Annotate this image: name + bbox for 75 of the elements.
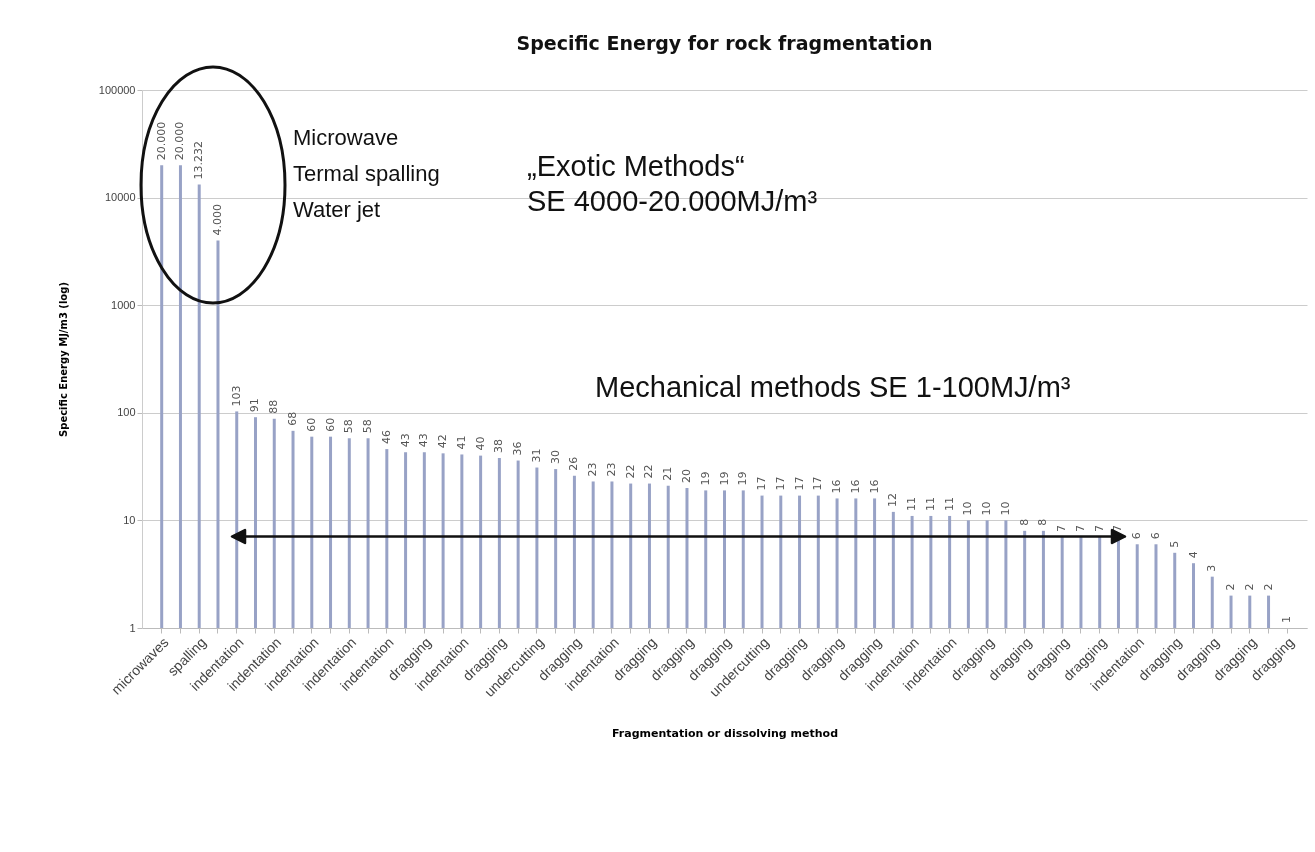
data-label: 19 — [698, 471, 712, 486]
y-tick-label: 10000 — [104, 191, 136, 204]
data-label: 17 — [811, 476, 825, 491]
data-label: 16 — [848, 479, 862, 494]
data-label: 6 — [1130, 532, 1144, 540]
data-label: 17 — [773, 476, 787, 491]
data-label: 16 — [830, 479, 844, 494]
data-label: 10 — [998, 501, 1012, 516]
annotation: Microwave — [293, 125, 399, 150]
data-label: 23 — [604, 462, 618, 477]
data-label: 11 — [942, 496, 956, 511]
annotation: Termal spalling — [293, 161, 440, 186]
annotation: Mechanical methods SE 1-100MJ/m³ — [595, 371, 1071, 403]
data-label: 11 — [923, 496, 937, 511]
data-label: 19 — [736, 471, 750, 486]
data-label: 20.000 — [173, 121, 187, 161]
data-label: 6 — [1148, 532, 1162, 540]
annotation: Water jet — [293, 197, 381, 222]
data-label: 2 — [1261, 583, 1275, 591]
data-label: 26 — [567, 456, 581, 471]
data-label: 17 — [792, 476, 806, 491]
x-axis-title: Fragmentation or dissolving method — [611, 726, 839, 740]
annotation: SE 4000-20.000MJ/m³ — [527, 185, 818, 217]
data-label: 22 — [623, 464, 637, 479]
data-label: 5 — [1167, 540, 1181, 548]
data-label: 22 — [642, 464, 656, 479]
data-label: 3 — [1205, 564, 1219, 572]
data-label: 4 — [1186, 551, 1200, 559]
data-label: 42 — [436, 434, 450, 449]
data-label: 2 — [1224, 583, 1238, 591]
data-label: 38 — [492, 439, 506, 454]
y-tick-label: 1 — [129, 621, 136, 634]
data-label: 31 — [529, 448, 543, 463]
data-label: 58 — [342, 419, 356, 434]
data-label: 43 — [398, 433, 412, 448]
y-axis-title: Specific Energy MJ/m3 (log) — [57, 282, 69, 437]
data-label: 7 — [1073, 525, 1087, 533]
y-tick-label: 100 — [117, 406, 136, 419]
data-label: 36 — [511, 441, 525, 456]
data-label: 40 — [473, 436, 487, 451]
y-tick-label: 100000 — [98, 83, 136, 96]
annotation: „Exotic Methods“ — [527, 150, 745, 182]
data-label: 12 — [886, 492, 900, 507]
data-label: 88 — [267, 399, 281, 414]
data-label: 23 — [586, 462, 600, 477]
data-label: 17 — [755, 476, 769, 491]
data-label: 68 — [286, 411, 300, 426]
data-label: 7 — [1055, 525, 1069, 533]
data-label: 11 — [905, 496, 919, 511]
data-label: 10 — [961, 501, 975, 516]
data-label: 2 — [1242, 583, 1256, 591]
data-label: 16 — [867, 479, 881, 494]
data-label: 19 — [717, 471, 731, 486]
data-label: 41 — [454, 435, 468, 450]
data-label: 30 — [548, 450, 562, 465]
data-label: 21 — [661, 466, 675, 481]
data-label: 10 — [980, 501, 994, 516]
chart-title: Specific Energy for rock fragmentation — [516, 32, 933, 54]
data-label: 4.000 — [210, 203, 224, 236]
y-tick-label: 10 — [123, 513, 136, 526]
data-label: 8 — [1017, 518, 1031, 526]
data-label: 91 — [248, 398, 262, 413]
data-label: 20.000 — [154, 121, 168, 161]
y-tick-label: 1000 — [111, 298, 136, 311]
data-label: 1 — [1280, 616, 1294, 623]
data-label: 60 — [304, 417, 318, 432]
data-label: 43 — [417, 433, 431, 448]
data-label: 13.232 — [192, 141, 206, 180]
data-label: 103 — [229, 385, 243, 407]
data-label: 60 — [323, 417, 337, 432]
data-label: 46 — [379, 430, 393, 445]
data-label: 58 — [361, 419, 375, 434]
data-label: 20 — [679, 469, 693, 484]
data-label: 8 — [1036, 518, 1050, 526]
data-label: 7 — [1092, 525, 1106, 533]
